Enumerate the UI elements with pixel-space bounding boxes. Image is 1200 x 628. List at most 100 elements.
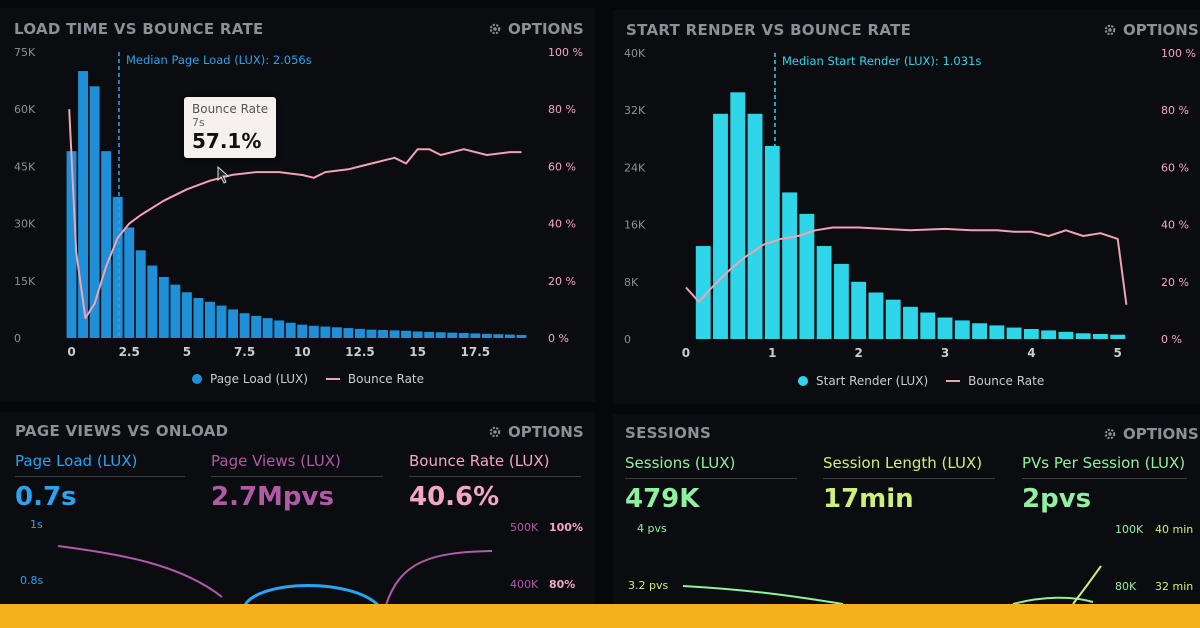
histogram-bar[interactable] [1058,331,1074,339]
metric-divider [211,476,383,477]
histogram-bar[interactable] [78,71,89,339]
options-button[interactable]: OPTIONS [1103,425,1199,443]
tooltip-value: 57.1% [192,129,262,153]
axis-tick-right: 32 min [1155,580,1193,593]
histogram-bar[interactable] [228,309,239,338]
metric-label-page-load: Page Load (LUX) [15,452,138,470]
histogram-bar[interactable] [274,320,285,338]
histogram-bar[interactable] [816,246,832,339]
histogram-bar[interactable] [262,318,273,338]
histogram-bar[interactable] [112,196,123,338]
y2-tick-label: 60 % [1161,161,1189,174]
histogram-bar[interactable] [1041,330,1057,339]
histogram-bar[interactable] [868,292,884,339]
histogram-bar[interactable] [782,192,798,339]
histogram-bar[interactable] [354,328,365,338]
histogram-bar[interactable] [747,113,763,340]
histogram-bar[interactable] [730,92,746,339]
axis-tick-left: 4 pvs [637,522,667,535]
y-tick-label: 45K [14,160,36,173]
histogram-bar[interactable] [493,334,504,338]
histogram-bar[interactable] [851,281,867,339]
bounce-rate-line[interactable] [685,226,1128,305]
histogram-bar[interactable] [516,334,527,338]
histogram-bar[interactable] [447,332,458,338]
axis-tick-right: 80% [549,578,575,591]
histogram-bar[interactable] [458,333,469,338]
histogram-bar[interactable] [989,325,1005,339]
histogram-bar[interactable] [481,333,492,338]
histogram-bar[interactable] [366,329,377,338]
legend-line-swatch [946,380,961,382]
legend-bar-swatch [192,374,202,384]
y-tick-label: 0 [14,332,21,345]
histogram-bar[interactable] [343,328,354,338]
histogram-bar[interactable] [181,292,192,338]
options-label: OPTIONS [508,423,584,441]
histogram-bar[interactable] [1093,333,1108,339]
histogram-bar[interactable] [954,320,970,339]
histogram-bar[interactable] [972,323,987,339]
histogram-bar[interactable] [799,213,815,339]
histogram-bar[interactable] [1023,328,1039,339]
histogram-bar[interactable] [124,227,135,338]
histogram-bar[interactable] [216,305,227,338]
histogram-bar[interactable] [158,276,169,338]
options-button[interactable]: OPTIONS [488,423,584,441]
metric-value-page-views: 2.7Mpvs [211,482,334,512]
histogram-bar[interactable] [401,330,412,338]
pvs-line [1012,596,1094,605]
x-tick-label: 7.5 [234,345,255,359]
y2-tick-label: 100 % [548,46,583,59]
histogram-bar[interactable] [205,301,215,338]
median-annotation: Median Start Render (LUX): 1.031s [782,54,981,68]
histogram-bar[interactable] [89,86,100,338]
histogram-bar[interactable] [903,306,918,339]
histogram-bar[interactable] [1110,334,1126,339]
histogram-bar[interactable] [713,113,728,340]
axis-tick-right: 80K [1115,580,1137,593]
y2-tick-label: 100 % [1161,47,1196,60]
footer-bar [0,604,1200,628]
axis-tick-left: 0.8s [20,574,43,587]
histogram-bar[interactable] [1006,327,1022,339]
page-views-panel: PAGE VIEWS VS ONLOAD OPTIONS Page Load (… [0,412,595,628]
histogram-bar[interactable] [251,315,262,338]
histogram-bar[interactable] [833,263,849,339]
y2-tick-label: 0 % [548,332,569,345]
histogram-bar[interactable] [937,317,953,339]
histogram-bar[interactable] [101,151,112,338]
histogram-bar[interactable] [66,151,77,338]
axis-tick-left: 1s [30,518,43,531]
histogram-bar[interactable] [470,333,481,338]
y-tick-label: 40K [624,47,646,60]
histogram-bar[interactable] [297,324,308,338]
histogram-bar[interactable] [435,332,446,338]
histogram-bar[interactable] [331,327,342,338]
histogram-bar[interactable] [920,312,936,339]
page-views-line [57,545,223,598]
histogram-bar[interactable] [170,284,181,338]
options-button[interactable]: OPTIONS [1103,21,1199,39]
histogram-bar[interactable] [147,265,158,338]
histogram-bar[interactable] [378,329,388,338]
options-button[interactable]: OPTIONS [488,20,584,38]
y-tick-label: 32K [624,104,646,117]
histogram-bar[interactable] [1075,333,1091,339]
metric-label-bounce-rate: Bounce Rate (LUX) [409,452,550,470]
bounce-rate-tooltip: Bounce Rate 7s 57.1% [184,97,277,158]
histogram-bar[interactable] [193,297,204,338]
histogram-bar[interactable] [504,334,515,338]
page-load-line [243,584,380,607]
histogram-bar[interactable] [389,330,400,338]
histogram-bar[interactable] [239,313,250,338]
histogram-bar[interactable] [135,250,146,338]
histogram-bar[interactable] [308,325,319,338]
histogram-bar[interactable] [885,299,901,339]
bounce-rate-line[interactable] [68,109,522,319]
histogram-bar[interactable] [424,331,435,338]
histogram-bar[interactable] [412,331,423,338]
histogram-bar[interactable] [320,326,331,338]
histogram-bar[interactable] [695,246,711,339]
histogram-bar[interactable] [285,322,296,338]
